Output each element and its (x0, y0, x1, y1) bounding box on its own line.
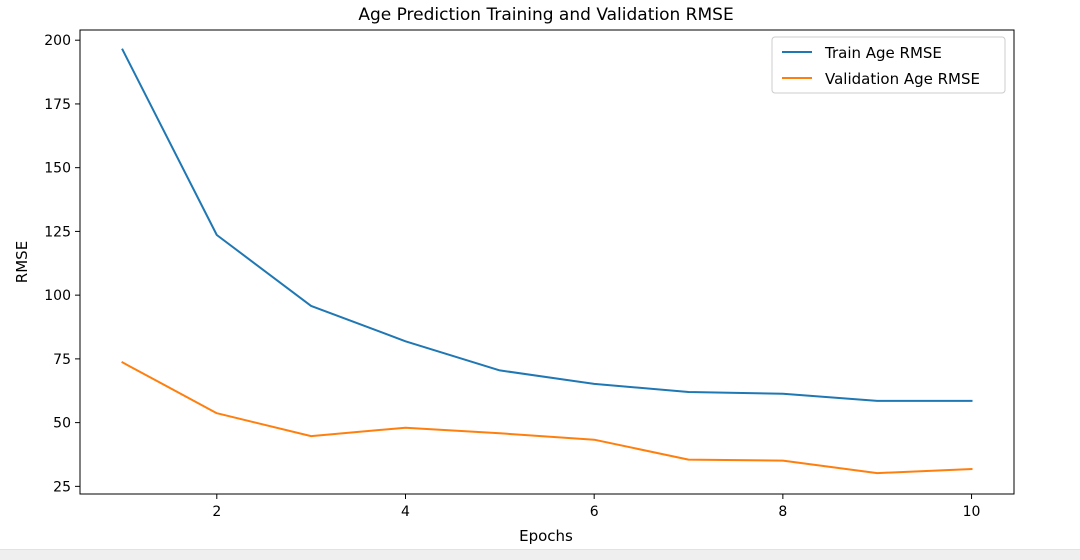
chart-title: Age Prediction Training and Validation R… (358, 5, 733, 25)
y-tick-label: 150 (44, 161, 71, 177)
y-tick-label: 200 (44, 33, 71, 49)
legend-box (771, 36, 1006, 94)
legend-label-validation: Validation Age RMSE (825, 70, 980, 88)
y-axis-label: RMSE (13, 241, 31, 283)
y-tick-label: 50 (53, 416, 71, 432)
x-tick-label: 10 (963, 504, 981, 520)
series-line-train (121, 48, 973, 402)
x-tick-label: 2 (212, 504, 221, 520)
y-tick-label: 75 (53, 352, 71, 368)
legend-label-train: Train Age RMSE (824, 44, 942, 62)
series-line-validation (121, 361, 973, 475)
x-axis-label: Epochs (519, 527, 573, 545)
x-tick-label: 6 (590, 504, 599, 520)
series-lines (121, 48, 973, 475)
y-tick-label: 125 (44, 224, 71, 240)
x-axis: 2 4 6 8 10 (212, 494, 980, 520)
x-tick-label: 8 (778, 504, 787, 520)
y-tick-label: 25 (53, 479, 71, 495)
plot-area (79, 29, 1015, 495)
y-tick-label: 175 (44, 97, 71, 113)
y-tick-label: 100 (44, 288, 71, 304)
legend: Train Age RMSE Validation Age RMSE (771, 36, 1006, 94)
x-tick-label: 4 (401, 504, 410, 520)
y-axis: 25 50 75 100 125 150 175 200 (44, 33, 80, 495)
bottom-strip (0, 549, 1080, 560)
